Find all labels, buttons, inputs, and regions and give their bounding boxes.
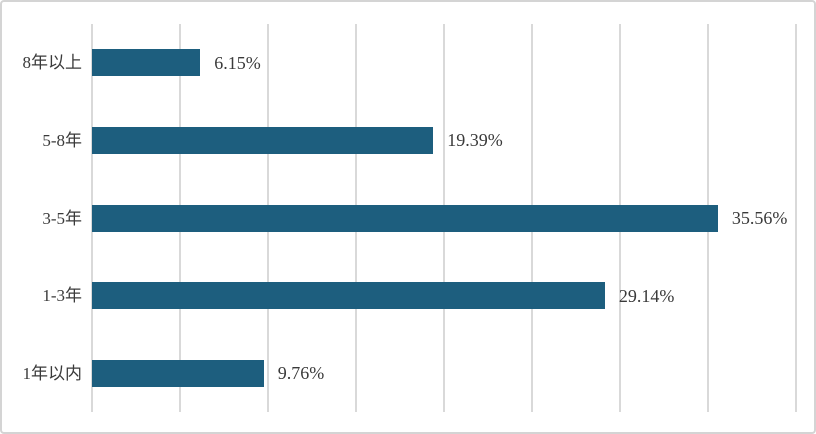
bar-1: [92, 49, 201, 77]
gridline: [795, 24, 797, 412]
category-label: 1年以内: [22, 363, 83, 383]
category-label: 5-8年: [42, 130, 82, 150]
bar-4: [92, 282, 605, 310]
category-label: 1-3年: [42, 286, 82, 306]
value-label: 6.15%: [214, 52, 261, 73]
value-label: 29.14%: [618, 285, 675, 306]
value-label: 9.76%: [277, 363, 325, 384]
bar-2: [92, 126, 434, 154]
value-label: 35.56%: [731, 208, 788, 228]
bar-3: [92, 204, 718, 232]
category-label: 8年以上: [22, 53, 83, 73]
category-label: 3-5年: [42, 208, 82, 228]
value-label: 19.39%: [447, 130, 503, 151]
bar-5: [92, 359, 264, 387]
